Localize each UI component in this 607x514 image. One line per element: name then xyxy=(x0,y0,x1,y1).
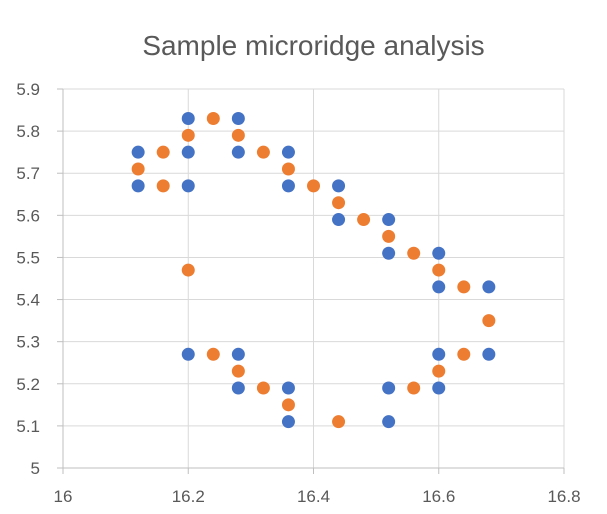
x-tick-label: 16 xyxy=(54,487,73,506)
series-2-point xyxy=(156,145,170,159)
y-tick-label: 5.9 xyxy=(16,80,40,99)
series-1-point xyxy=(382,415,396,429)
series-1-point xyxy=(281,145,295,159)
series-2-point xyxy=(256,381,270,395)
series-1-point xyxy=(231,347,245,361)
y-tick-label: 5 xyxy=(31,459,40,478)
series-2-point xyxy=(432,263,446,277)
data-points xyxy=(131,111,496,429)
y-tick-label: 5.2 xyxy=(16,375,40,394)
series-2-point xyxy=(432,364,446,378)
series-2-point xyxy=(357,213,371,227)
grid-lines xyxy=(63,88,565,468)
y-tick-label: 5.8 xyxy=(16,122,40,141)
x-tick-label: 16.4 xyxy=(297,487,330,506)
series-1-point xyxy=(382,246,396,260)
series-1-point xyxy=(332,213,346,227)
series-2-point xyxy=(181,128,195,142)
series-2-point xyxy=(231,128,245,142)
series-1-point xyxy=(382,381,396,395)
x-tick-label: 16.2 xyxy=(172,487,205,506)
series-1-point xyxy=(231,111,245,125)
series-2-point xyxy=(457,347,471,361)
y-tick-label: 5.5 xyxy=(16,248,40,267)
series-2-point xyxy=(482,314,496,328)
series-2-point xyxy=(307,179,320,193)
series-1-point xyxy=(131,145,145,159)
series-1-point xyxy=(181,111,195,125)
y-tick-label: 5.6 xyxy=(16,206,40,225)
series-1-point xyxy=(382,213,396,227)
series-1-point xyxy=(131,179,145,193)
series-2-point xyxy=(131,162,145,176)
series-1-point xyxy=(482,280,496,294)
series-2-point xyxy=(156,179,170,193)
series-1-point xyxy=(231,381,245,395)
y-tick-label: 5.4 xyxy=(16,291,40,310)
series-1-point xyxy=(281,415,295,429)
series-2-point xyxy=(457,280,471,294)
series-1-point xyxy=(181,347,195,361)
series-1-point xyxy=(432,347,446,361)
series-2-point xyxy=(332,196,346,210)
series-1-point xyxy=(231,145,245,159)
series-1-point xyxy=(432,381,446,395)
series-1-point xyxy=(432,280,446,294)
series-1-point xyxy=(181,145,195,159)
series-2-point xyxy=(281,398,295,412)
series-1-point xyxy=(432,246,446,260)
y-tick-label: 5.3 xyxy=(16,333,40,352)
series-1-point xyxy=(332,179,346,193)
series-2-point xyxy=(231,364,245,378)
y-tick-labels: 5 5.1 5.2 5.3 5.4 5.5 5.6 5.7 5.8 5.9 xyxy=(16,80,40,478)
series-2-point xyxy=(256,145,270,159)
chart-title: Sample microridge analysis xyxy=(142,30,485,61)
series-1-point xyxy=(281,179,295,193)
x-tick-labels: 16 16.2 16.4 16.6 16.8 xyxy=(54,487,581,506)
series-2-point xyxy=(407,246,421,260)
series-2-point xyxy=(407,381,421,395)
series-2-point xyxy=(332,415,346,429)
series-2-point xyxy=(206,111,220,125)
series-1-point xyxy=(281,381,295,395)
series-2-point xyxy=(281,162,295,176)
y-tick-label: 5.1 xyxy=(16,417,40,436)
y-tick-label: 5.7 xyxy=(16,164,40,183)
series-1-point xyxy=(482,347,496,361)
x-tick-label: 16.8 xyxy=(547,487,580,506)
series-1-point xyxy=(181,179,195,193)
series-2-point xyxy=(382,229,396,243)
axes xyxy=(57,88,565,474)
series-2-point xyxy=(181,263,195,277)
series-2-point xyxy=(206,347,220,361)
x-tick-label: 16.6 xyxy=(422,487,455,506)
